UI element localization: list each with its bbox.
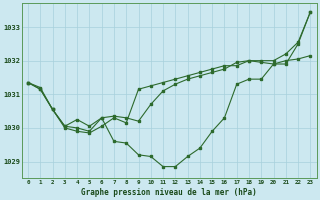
X-axis label: Graphe pression niveau de la mer (hPa): Graphe pression niveau de la mer (hPa) <box>81 188 257 197</box>
